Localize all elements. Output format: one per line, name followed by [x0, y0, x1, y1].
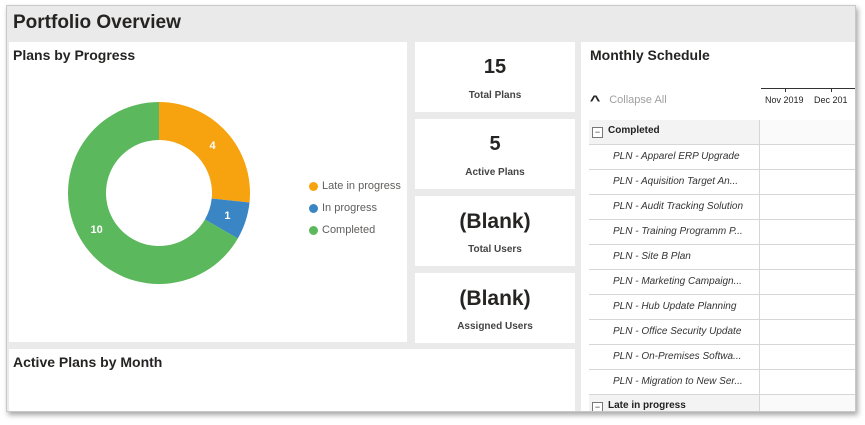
donut-data-label: 1	[224, 210, 230, 222]
timeline-tick	[785, 88, 786, 92]
timeline-header: Nov 2019 Dec 201	[761, 82, 855, 112]
schedule-plan-row[interactable]: PLN - Training Programm P...	[589, 220, 855, 245]
plan-name: PLN - Hub Update Planning	[613, 301, 737, 312]
schedule-plan-row[interactable]: PLN - Migration to New Ser...	[589, 370, 855, 395]
kpi-label: Total Users	[468, 244, 522, 255]
schedule-name-cell: PLN - Marketing Campaign...	[589, 270, 760, 294]
kpi-total-users[interactable]: (Blank) Total Users	[415, 196, 575, 266]
legend-label: Completed	[322, 224, 376, 236]
plan-name: PLN - Training Programm P...	[613, 226, 743, 237]
collapse-toggle-icon[interactable]: −	[592, 127, 603, 138]
month-label: Nov 2019	[765, 95, 804, 105]
schedule-name-cell: PLN - Office Security Update	[589, 320, 760, 344]
legend-item[interactable]: Completed	[309, 219, 401, 241]
plan-name: PLN - Aquisition Target An...	[613, 176, 739, 187]
schedule-name-cell: PLN - Migration to New Ser...	[589, 370, 760, 394]
schedule-group-label: Late in progress	[608, 400, 686, 411]
schedule-plan-row[interactable]: PLN - Aquisition Target An...	[589, 170, 855, 195]
kpi-total-plans[interactable]: 15 Total Plans	[415, 42, 575, 112]
collapse-all-button[interactable]: ^ Collapse All	[589, 92, 667, 108]
timeline-axis	[761, 88, 855, 89]
kpi-value: 15	[483, 56, 507, 78]
schedule-name-cell: PLN - Apparel ERP Upgrade	[589, 145, 760, 169]
plan-name: PLN - Site B Plan	[613, 251, 691, 262]
plans-by-progress-panel[interactable]: 4 1 10 Plans by Progress Late in progress I…	[9, 42, 407, 342]
plan-name: PLN - Marketing Campaign...	[613, 276, 742, 287]
schedule-plan-row[interactable]: PLN - Office Security Update	[589, 320, 855, 345]
schedule-plan-row[interactable]: PLN - Site B Plan	[589, 245, 855, 270]
schedule-grid: − Completed PLN - Apparel ERP Upgrade PLN -…	[589, 120, 855, 411]
schedule-plan-row[interactable]: PLN - On-Premises Softwa...	[589, 345, 855, 370]
schedule-plan-row[interactable]: PLN - Marketing Campaign...	[589, 270, 855, 295]
schedule-name-cell: − Late in progress	[589, 395, 760, 411]
schedule-name-cell: PLN - Aquisition Target An...	[589, 170, 760, 194]
plan-name: PLN - On-Premises Softwa...	[613, 351, 742, 362]
donut-chart[interactable]: 4 1 10	[9, 42, 407, 342]
plan-name: PLN - Migration to New Ser...	[613, 376, 743, 387]
plan-name: PLN - Apparel ERP Upgrade	[613, 151, 740, 162]
monthly-schedule-title: Monthly Schedule	[590, 47, 710, 63]
collapse-toggle-icon[interactable]: −	[592, 402, 603, 411]
donut-data-label: 4	[209, 140, 216, 152]
schedule-group-row[interactable]: − Late in progress	[589, 395, 855, 411]
schedule-name-cell: PLN - Audit Tracking Solution	[589, 195, 760, 219]
schedule-name-cell: − Completed	[589, 120, 760, 144]
donut-slice-late-in-progress[interactable]	[159, 102, 250, 203]
legend-label: Late in progress	[322, 180, 401, 192]
legend-item[interactable]: In progress	[309, 197, 401, 219]
schedule-name-cell: PLN - Site B Plan	[589, 245, 760, 269]
donut-slice-completed[interactable]	[68, 102, 238, 284]
plan-name: PLN - Office Security Update	[613, 326, 742, 337]
legend-dot-icon	[309, 225, 318, 235]
legend-dot-icon	[309, 203, 318, 213]
schedule-name-cell: PLN - Training Programm P...	[589, 220, 760, 244]
schedule-plan-row[interactable]: PLN - Hub Update Planning	[589, 295, 855, 320]
report-canvas: Portfolio Overview 4 1 10 Plans by Progres…	[6, 5, 856, 412]
schedule-plan-row[interactable]: PLN - Apparel ERP Upgrade	[589, 145, 855, 170]
monthly-schedule-panel[interactable]: Monthly Schedule ^ Collapse All Nov 2019…	[581, 42, 855, 411]
active-plans-by-month-title: Active Plans by Month	[13, 354, 163, 370]
donut-data-label: 10	[91, 224, 103, 236]
schedule-name-cell: PLN - Hub Update Planning	[589, 295, 760, 319]
plans-by-progress-title: Plans by Progress	[13, 47, 136, 63]
donut-slice-in-progress[interactable]	[204, 198, 250, 239]
timeline-tick	[831, 88, 832, 92]
chevron-up-icon: ^	[589, 92, 601, 108]
kpi-value: (Blank)	[459, 210, 531, 233]
donut-legend: Late in progress In progress Completed	[309, 175, 401, 241]
plan-name: PLN - Audit Tracking Solution	[613, 201, 744, 212]
legend-item[interactable]: Late in progress	[309, 175, 401, 197]
schedule-group-row[interactable]: − Completed	[589, 120, 855, 145]
page-title: Portfolio Overview	[13, 12, 181, 33]
kpi-label: Active Plans	[465, 167, 525, 178]
kpi-value: (Blank)	[459, 287, 531, 310]
kpi-label: Assigned Users	[457, 321, 533, 332]
month-label: Dec 201	[814, 95, 848, 105]
schedule-name-cell: PLN - On-Premises Softwa...	[589, 345, 760, 369]
schedule-group-label: Completed	[608, 125, 660, 136]
active-plans-by-month-panel[interactable]: Active Plans by Month	[9, 349, 575, 411]
kpi-active-plans[interactable]: 5 Active Plans	[415, 119, 575, 189]
kpi-assigned-users[interactable]: (Blank) Assigned Users	[415, 273, 575, 343]
collapse-all-label: Collapse All	[609, 94, 667, 106]
legend-label: In progress	[322, 202, 378, 214]
legend-dot-icon	[309, 181, 318, 191]
kpi-value: 5	[489, 133, 501, 155]
schedule-plan-row[interactable]: PLN - Audit Tracking Solution	[589, 195, 855, 220]
kpi-label: Total Plans	[468, 90, 522, 101]
